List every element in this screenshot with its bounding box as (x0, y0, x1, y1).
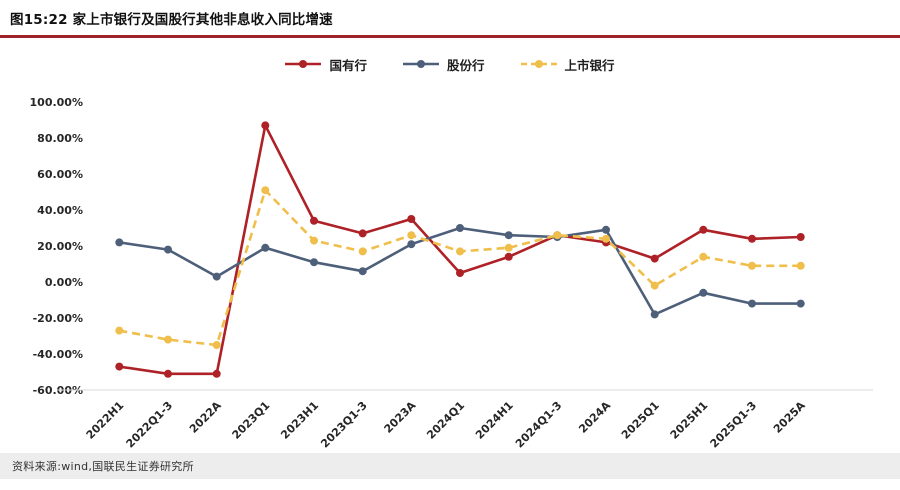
data-point-gufenhang (115, 238, 123, 246)
data-point-shangshiyinhang (310, 237, 318, 245)
report-chart-page: 图15:22 家上市银行及国股行其他非息收入同比增速 国有行 股份行 上市银行 10… (0, 0, 900, 490)
y-axis-tick-label: 40.00% (37, 204, 83, 217)
chart-legend: 国有行 股份行 上市银行 (0, 53, 900, 75)
legend-marker-icon (285, 59, 321, 69)
y-axis-tick-label: 0.00% (45, 276, 83, 289)
data-point-guoyouhang (359, 229, 367, 237)
data-point-gufenhang (310, 258, 318, 266)
data-point-shangshiyinhang (164, 336, 172, 344)
data-point-shangshiyinhang (261, 186, 269, 194)
data-point-gufenhang (407, 240, 415, 248)
data-point-gufenhang (213, 273, 221, 281)
y-axis-tick-label: -40.00% (33, 348, 83, 361)
data-point-gufenhang (261, 244, 269, 252)
legend-item-guoyouhang[interactable]: 国有行 (285, 55, 367, 74)
data-point-shangshiyinhang (456, 247, 464, 255)
data-point-guoyouhang (115, 363, 123, 371)
x-axis-label: 2024A (576, 399, 613, 436)
y-axis-tick-label: -20.00% (33, 312, 83, 325)
data-point-guoyouhang (797, 233, 805, 241)
data-point-shangshiyinhang (359, 247, 367, 255)
chart-canvas: 100.00% 80.00% 60.00% 40.00% 20.00% 0.00% -20.… (0, 77, 900, 462)
data-point-shangshiyinhang (651, 282, 659, 290)
y-axis-tick-label: 60.00% (37, 168, 83, 181)
legend-marker-icon (403, 59, 439, 69)
data-point-guoyouhang (261, 121, 269, 129)
data-point-gufenhang (797, 300, 805, 308)
x-axis-label: 2022A (187, 399, 224, 436)
x-axis-label: 2025H1 (668, 399, 711, 442)
data-point-gufenhang (456, 224, 464, 232)
data-point-shangshiyinhang (407, 231, 415, 239)
legend-label: 国有行 (329, 55, 367, 74)
data-point-gufenhang (602, 226, 610, 234)
legend-item-shangshiyinhang[interactable]: 上市银行 (521, 55, 615, 74)
data-point-gufenhang (699, 289, 707, 297)
x-axis-label: 2024H1 (473, 399, 516, 442)
y-axis-tick-label: 80.00% (37, 132, 83, 145)
legend-label: 股份行 (447, 55, 485, 74)
source-note: 资料来源:wind,国联民生证券研究所 (0, 453, 900, 479)
y-axis-tick-label: 20.00% (37, 240, 83, 253)
x-axis-label: 2025Q1 (619, 399, 662, 442)
chart-title: 图15:22 家上市银行及国股行其他非息收入同比增速 (10, 8, 886, 28)
legend-label: 上市银行 (565, 55, 615, 74)
data-point-shangshiyinhang (115, 327, 123, 335)
x-axis-label: 2023A (382, 399, 419, 436)
data-point-guoyouhang (699, 226, 707, 234)
data-point-gufenhang (359, 267, 367, 275)
data-point-guoyouhang (748, 235, 756, 243)
data-point-shangshiyinhang (699, 253, 707, 261)
series-line-shangshiyinhang (119, 190, 800, 345)
data-point-guoyouhang (651, 255, 659, 263)
x-axis-label: 2023H1 (278, 399, 321, 442)
data-point-guoyouhang (164, 370, 172, 378)
data-point-shangshiyinhang (748, 262, 756, 270)
data-point-shangshiyinhang (213, 341, 221, 349)
data-point-shangshiyinhang (602, 235, 610, 243)
legend-marker-icon (521, 59, 557, 69)
x-axis-label: 2024Q1-3 (513, 399, 565, 451)
legend-item-gufenhang[interactable]: 股份行 (403, 55, 485, 74)
x-axis-label: 2022Q1-3 (124, 399, 176, 451)
x-axis-label: 2023Q1 (230, 399, 273, 442)
data-point-gufenhang (651, 310, 659, 318)
data-point-gufenhang (748, 300, 756, 308)
data-point-gufenhang (505, 231, 513, 239)
chart-area: 100.00% 80.00% 60.00% 40.00% 20.00% 0.00% -20.… (0, 77, 900, 466)
data-point-shangshiyinhang (553, 231, 561, 239)
data-point-guoyouhang (456, 269, 464, 277)
data-point-shangshiyinhang (797, 262, 805, 270)
x-axis-label: 2022H1 (84, 399, 127, 442)
x-axis-label: 2025Q1-3 (708, 399, 760, 451)
x-axis-label: 2025A (771, 399, 808, 436)
x-axis-label: 2023Q1-3 (318, 399, 370, 451)
data-point-guoyouhang (505, 253, 513, 261)
data-point-guoyouhang (407, 215, 415, 223)
chart-header: 图15:22 家上市银行及国股行其他非息收入同比增速 (0, 0, 900, 38)
data-point-gufenhang (164, 246, 172, 254)
data-point-guoyouhang (213, 370, 221, 378)
y-axis-tick-label: 100.00% (30, 96, 83, 109)
data-point-guoyouhang (310, 217, 318, 225)
x-axis-label: 2024Q1 (424, 399, 467, 442)
data-point-shangshiyinhang (505, 244, 513, 252)
